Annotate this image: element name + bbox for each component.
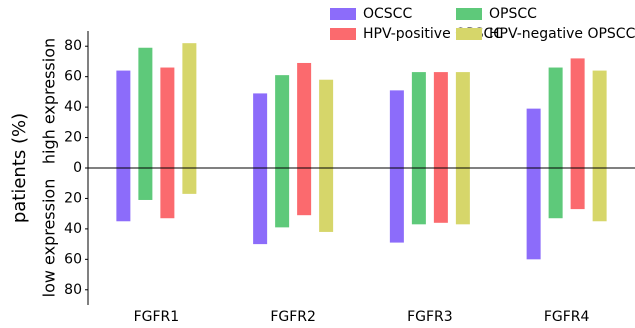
bar [411,72,426,225]
x-tick-label: FGFR1 [134,309,180,325]
bar [548,67,563,219]
upper-label: high expression [40,38,59,164]
legend-swatch [456,28,482,40]
legend-label: OCSCC [363,6,412,22]
y-tick-label: 60 [64,69,82,85]
bar [297,62,312,216]
bar [319,79,334,232]
x-tick-label: FGFR3 [407,309,453,325]
y-tick-label: 80 [64,38,82,54]
y-tick-label: 20 [64,130,82,146]
x-tick-label: FGFR4 [544,309,590,325]
bar [253,93,268,245]
bar [138,47,153,200]
bar [592,70,607,222]
y-tick-label: 80 [64,282,82,298]
lower-label: low expression [40,179,59,298]
legend-label: HPV-positive OPSCC [363,26,503,42]
bar [275,75,290,228]
x-tick-label: FGFR2 [270,309,316,325]
bar [160,67,175,219]
bar [526,108,541,260]
legend-label: OPSCC [489,6,537,22]
legend-swatch [456,8,482,20]
legend-swatch [330,28,356,40]
y-tick-label: 20 [64,190,82,206]
y-tick-label: 40 [64,99,82,115]
y-tick-label: 60 [64,251,82,267]
legend-label: HPV-negative OPSCC [489,26,635,42]
y-tick-label: 40 [64,221,82,237]
y-axis-label: patients (%) [9,113,30,223]
legend-swatch [330,8,356,20]
bar [433,72,448,223]
bar [570,58,585,210]
bar [116,70,131,222]
bar [455,72,470,225]
bar [182,43,197,194]
y-tick-label: 0 [73,160,82,176]
bar [389,90,404,243]
